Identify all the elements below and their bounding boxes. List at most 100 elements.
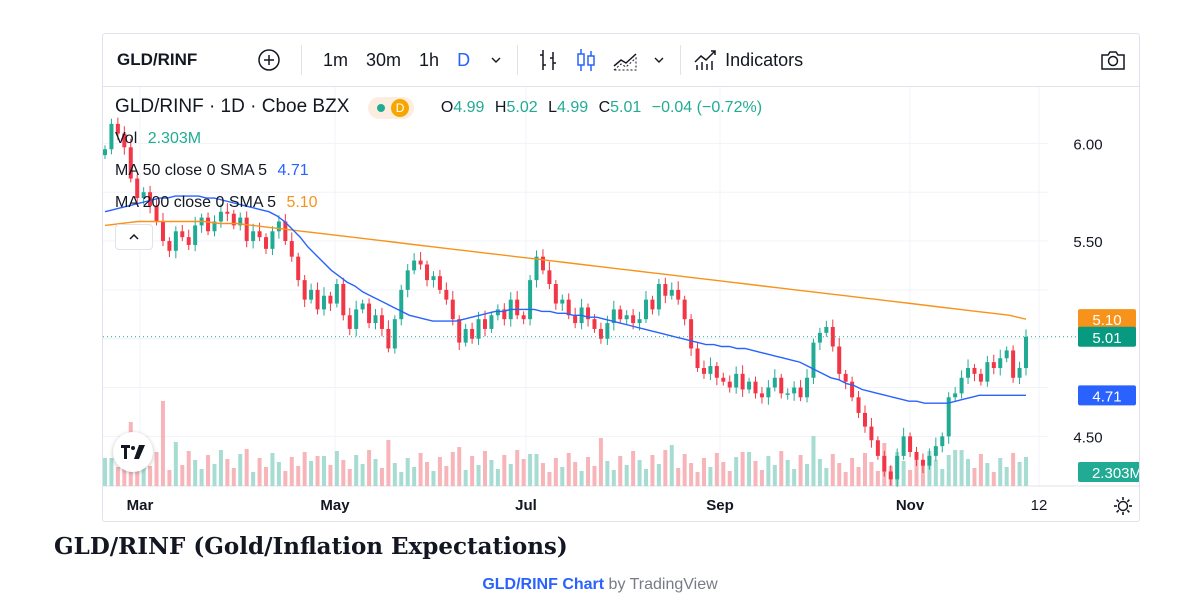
chevron-down-icon[interactable] (489, 34, 503, 86)
volume-bar (173, 442, 178, 486)
volume-bar (231, 468, 236, 486)
candle-body (875, 440, 880, 456)
volume-bar (966, 459, 971, 486)
candle-body (888, 471, 893, 480)
volume-bar (914, 456, 919, 486)
x-tick-label: Sep (706, 497, 734, 514)
compare-add-icon[interactable] (257, 34, 281, 86)
volume-bar (843, 472, 848, 486)
volume-bar (901, 461, 906, 486)
candle-body (528, 280, 533, 320)
legend-collapse-button[interactable] (115, 224, 153, 250)
candle-body (180, 231, 185, 238)
candle-body (251, 231, 256, 242)
volume-bar (978, 454, 983, 486)
candle-body (766, 387, 771, 398)
volume-bar (489, 460, 494, 486)
candle-body (367, 303, 372, 324)
volume-bar (528, 454, 533, 486)
area-chart-icon[interactable] (612, 34, 640, 86)
chevron-up-icon (129, 233, 139, 240)
volume-bar (437, 457, 442, 486)
volume-bar (405, 458, 410, 486)
ma50-legend[interactable]: MA 50 close 0 SMA 5 4.71 (115, 162, 309, 180)
candle-body (122, 133, 127, 148)
volume-bar (618, 456, 623, 486)
volume-bar (193, 460, 198, 486)
settings-gear-icon[interactable] (1114, 497, 1132, 515)
volume-bar (392, 463, 397, 486)
candle-body (624, 315, 629, 320)
volume-bar (598, 438, 603, 486)
tradingview-logo[interactable] (113, 432, 153, 472)
candle-body (805, 377, 810, 398)
candle-body (489, 315, 494, 329)
ma200-legend[interactable]: MA 200 close 0 SMA 5 5.10 (115, 194, 318, 212)
interval-30m[interactable]: 30m (366, 49, 402, 70)
candle-body (798, 387, 803, 398)
chart-credit-link[interactable]: GLD/RINF Chart (482, 576, 605, 593)
chevron-down-icon[interactable] (652, 34, 666, 86)
volume-bar (276, 462, 281, 486)
ma200-series-line (104, 220, 1027, 320)
candle-body (644, 299, 649, 320)
volume-bar (186, 451, 191, 486)
volume-bar (264, 467, 269, 486)
candle-body (927, 455, 932, 466)
volume-bar (766, 456, 771, 486)
candle-body (817, 332, 822, 343)
symbol-label[interactable]: GLD/RINF (117, 50, 198, 69)
volume-bar (425, 462, 430, 486)
interval-1h[interactable]: 1h (419, 49, 440, 70)
candle-body (656, 284, 661, 310)
bar-style-icon[interactable] (536, 34, 560, 86)
volume-bar (1024, 457, 1028, 486)
volume-bar (553, 458, 558, 486)
close-label: C (598, 99, 611, 116)
interval-1m[interactable]: 1m (323, 49, 349, 70)
volume-legend: Vol 2.303M (115, 130, 201, 148)
candle-body (689, 319, 694, 349)
volume-bar (850, 458, 855, 486)
candle-body (386, 328, 391, 349)
candle-body (193, 225, 198, 245)
market-status-pill[interactable]: D (368, 96, 415, 119)
candle-body (206, 217, 211, 232)
candle-body (740, 373, 745, 390)
volume-bar (206, 455, 211, 486)
volume-bar (908, 470, 913, 486)
interval-d[interactable]: D (457, 49, 471, 70)
candle-body (991, 362, 996, 368)
volume-bar (334, 451, 339, 486)
volume-bar (457, 447, 462, 486)
volume-bar (611, 470, 616, 486)
volume-bar (734, 457, 739, 486)
volume-bar (637, 460, 642, 486)
volume-bar (869, 462, 874, 486)
indicators-button[interactable]: Indicators (693, 34, 803, 86)
delayed-badge: D (391, 98, 410, 117)
low-value: 4.99 (556, 99, 589, 116)
volume-bar (167, 470, 172, 486)
volume-bar (482, 451, 487, 486)
volume-value: 2.303M (147, 130, 202, 147)
candle-body (1004, 350, 1009, 359)
volume-bar (257, 458, 262, 486)
volume-bar (991, 472, 996, 486)
volume-bar (682, 454, 687, 486)
candle-body (914, 451, 919, 460)
volume-bar (862, 453, 867, 486)
high-value: 5.02 (506, 99, 538, 116)
candle-body (676, 289, 681, 300)
volume-bar (805, 464, 810, 486)
candle-body (985, 362, 990, 382)
candle-body (959, 377, 964, 394)
candles-icon[interactable] (574, 34, 598, 86)
volume-bar (972, 468, 977, 486)
chart-widget: GLD/RINF 1m 30m 1h D Indicators (102, 33, 1140, 522)
gear-tooth (1126, 499, 1130, 503)
camera-icon[interactable] (1099, 48, 1127, 77)
ma200-badge-label: 5.10 (1092, 312, 1121, 329)
candle-body (167, 241, 172, 251)
